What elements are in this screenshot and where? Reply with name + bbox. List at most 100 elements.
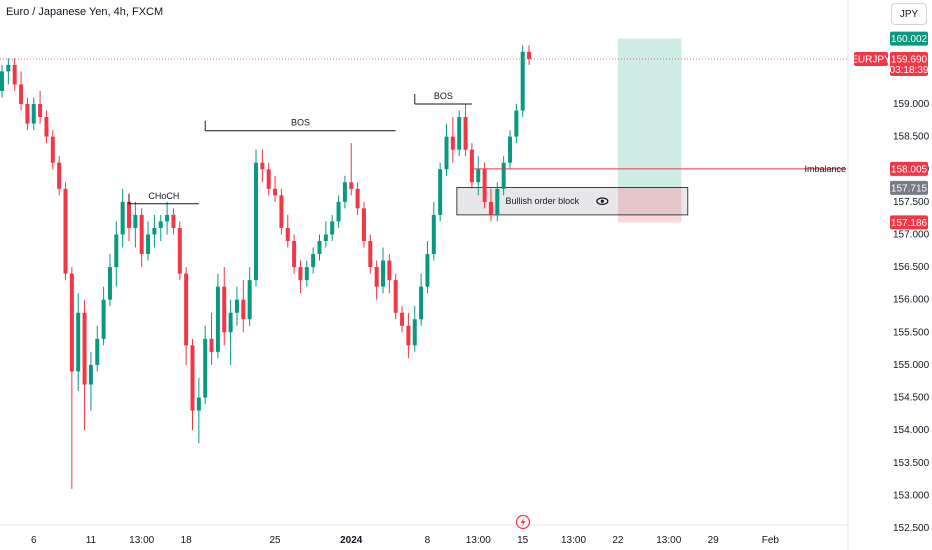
y-tick-label: 154.000 (893, 425, 930, 436)
candle (482, 169, 487, 202)
candle (349, 182, 354, 189)
y-tick-label: 153.000 (893, 490, 930, 501)
position-target-zone (617, 38, 682, 188)
candle (330, 221, 335, 235)
candle (234, 299, 239, 313)
current-price-tag (890, 51, 928, 76)
candle (228, 312, 233, 333)
candle (292, 240, 297, 268)
x-tick-label: 6 (31, 535, 37, 546)
eye-icon (596, 197, 609, 205)
x-tick-label: Feb (762, 535, 780, 546)
candle (69, 273, 74, 372)
bos-label: BOS (291, 118, 310, 128)
candle (254, 162, 258, 281)
candle (203, 338, 208, 398)
candle (44, 117, 49, 137)
candle (6, 64, 11, 72)
candle (476, 169, 481, 183)
candle (76, 312, 81, 372)
x-tick-label: 25 (269, 535, 281, 546)
currency-button[interactable]: JPY (891, 3, 927, 25)
x-tick-label: 13:00 (656, 535, 681, 546)
candle (184, 273, 189, 346)
candle (279, 195, 284, 228)
candle (95, 338, 100, 365)
x-tick-label: 29 (708, 535, 720, 546)
y-tick-label: 156.500 (893, 262, 930, 273)
candle (215, 286, 220, 352)
y-tick-label: 155.000 (893, 360, 930, 371)
x-tick-label: 2024 (340, 535, 363, 546)
candle (57, 162, 62, 189)
order-block-label: Bullish order block (506, 196, 580, 206)
candle (266, 169, 271, 189)
candle (355, 188, 360, 209)
candle (0, 71, 4, 91)
candle (520, 51, 525, 111)
candle (133, 214, 138, 228)
candle (88, 364, 93, 385)
candle (101, 299, 106, 339)
candle (501, 162, 506, 189)
candle (514, 110, 519, 137)
candle (336, 201, 341, 222)
candle (323, 234, 328, 241)
y-tick-label: 157.000 (893, 229, 930, 240)
candle (495, 188, 500, 215)
symbol-title[interactable]: Euro / Japanese Yen, 4h, FXCM (6, 6, 164, 18)
candle (146, 234, 151, 255)
candle (419, 286, 424, 320)
y-tick-label: 157.500 (893, 197, 930, 208)
candle (196, 397, 201, 411)
x-tick-label: 13:00 (466, 535, 491, 546)
candle (431, 214, 436, 255)
price-tag (890, 215, 928, 230)
candle (38, 104, 43, 118)
y-tick-label: 154.500 (893, 393, 930, 404)
candle (368, 240, 373, 268)
candle (152, 227, 157, 235)
position-stop-zone (617, 187, 682, 223)
candle (50, 136, 55, 163)
imbalance-label: Imbalance (804, 164, 846, 174)
candle (450, 136, 455, 150)
candle (12, 64, 17, 85)
candle (31, 104, 36, 124)
candle (469, 149, 474, 183)
candle (82, 312, 87, 385)
price-tag (890, 180, 928, 195)
candle (25, 104, 30, 124)
x-tick-label: 18 (181, 535, 193, 546)
candle (387, 260, 392, 281)
candle (400, 312, 405, 326)
candle (527, 51, 532, 59)
y-tick-label: 155.500 (893, 327, 930, 338)
bos-second-label: BOS (434, 91, 453, 101)
candle (317, 240, 322, 255)
candle (438, 169, 443, 215)
candle (374, 267, 379, 287)
y-tick-label: 158.500 (893, 132, 930, 143)
lightning-icon (515, 514, 531, 530)
candle (127, 201, 131, 228)
candle (139, 214, 144, 255)
candle (247, 280, 252, 320)
y-tick-label: 153.500 (893, 458, 930, 469)
candle (273, 188, 278, 196)
candle (190, 345, 195, 411)
y-tick-label: 152.500 (893, 523, 930, 534)
price-tag (890, 161, 928, 176)
eye-pupil-icon (600, 199, 604, 203)
candle (381, 260, 385, 287)
candle (209, 338, 214, 352)
candle (311, 254, 316, 268)
price-tag-label: 157.186 (891, 218, 928, 229)
x-tick-label: 22 (612, 535, 624, 546)
candle (425, 254, 430, 287)
candle (304, 267, 309, 281)
candle (488, 201, 493, 215)
candle (158, 221, 163, 228)
lightning-bolt-icon (520, 517, 526, 527)
